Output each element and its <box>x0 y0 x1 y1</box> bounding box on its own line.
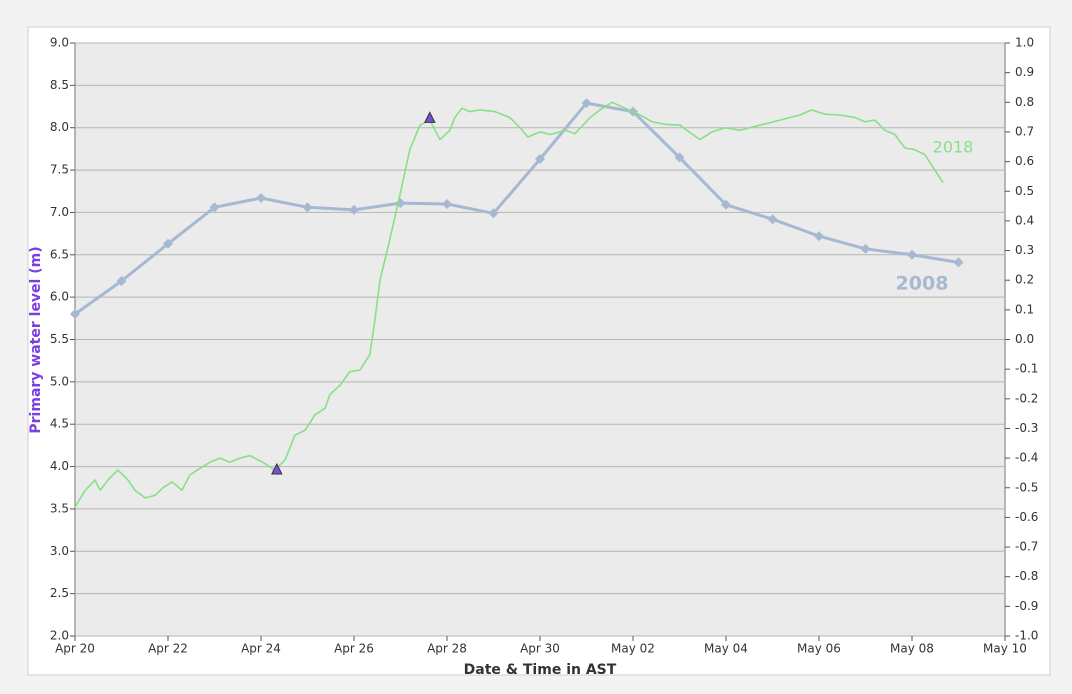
y2-tick-label: 0.0 <box>1015 332 1034 346</box>
y2-tick-label: 0.1 <box>1015 302 1034 316</box>
data-point <box>209 202 220 213</box>
y2-tick-label: -0.9 <box>1015 599 1038 613</box>
y2-tick-label: -0.7 <box>1015 540 1038 554</box>
y2-tick-label: -0.1 <box>1015 362 1038 376</box>
data-point <box>163 238 173 249</box>
event-marker <box>423 111 436 123</box>
data-point <box>860 243 871 254</box>
event-marker <box>271 462 283 475</box>
x-tick-label: May 08 <box>890 642 934 656</box>
data-point <box>256 193 266 204</box>
y2-tick-label: -0.4 <box>1015 451 1038 465</box>
y-tick-label: 5.0 <box>50 374 69 388</box>
y-tick-label: 4.0 <box>50 459 69 473</box>
y2-tick-label: 0.3 <box>1015 243 1034 257</box>
y-tick-label: 9.0 <box>50 36 69 50</box>
y2-tick-label: 0.6 <box>1015 154 1034 168</box>
x-axis-title: Date & Time in AST <box>464 662 617 678</box>
y-tick-label: 3.0 <box>50 544 69 558</box>
x-tick-label: Apr 30 <box>520 642 560 656</box>
y-axis-title: Primary water level (m) <box>28 246 44 433</box>
data-point <box>767 214 778 225</box>
y-tick-label: 4.5 <box>50 417 69 431</box>
data-point <box>488 208 499 219</box>
data-point <box>442 198 452 209</box>
data-point <box>674 152 685 163</box>
x-tick-label: Apr 20 <box>55 642 95 656</box>
y2-tick-label: 0.4 <box>1015 213 1034 227</box>
series-line <box>74 101 944 508</box>
y-tick-label: 7.5 <box>50 163 69 177</box>
series-label: 2018 <box>933 138 974 157</box>
y-tick-label: 8.0 <box>50 120 69 134</box>
y2-tick-label: -0.6 <box>1015 510 1038 524</box>
x-tick-label: Apr 26 <box>334 642 374 656</box>
data-point <box>302 202 313 213</box>
y-tick-label: 2.0 <box>50 629 69 643</box>
series-line <box>74 101 959 316</box>
y-tick-label: 2.5 <box>50 586 69 600</box>
x-tick-label: Apr 28 <box>427 642 467 656</box>
y-tick-label: 5.5 <box>50 332 69 346</box>
y2-tick-label: 0.9 <box>1015 65 1034 79</box>
y2-tick-label: -0.2 <box>1015 391 1038 405</box>
data-point <box>581 98 592 109</box>
y2-tick-label: 0.5 <box>1015 184 1034 198</box>
y2-tick-label: -0.5 <box>1015 480 1038 494</box>
x-tick-label: Apr 24 <box>241 642 281 656</box>
series-label: 2008 <box>896 273 949 295</box>
y2-tick-label: -0.3 <box>1015 421 1038 435</box>
x-tick-label: Apr 22 <box>148 642 188 656</box>
data-point <box>116 276 127 287</box>
data-point <box>953 257 964 268</box>
y-tick-label: 8.5 <box>50 78 69 92</box>
data-point <box>721 199 731 210</box>
y2-tick-label: -0.8 <box>1015 569 1038 583</box>
y-tick-label: 6.0 <box>50 290 69 304</box>
y2-tick-label: 0.8 <box>1015 95 1034 109</box>
x-tick-label: May 02 <box>611 642 655 656</box>
data-point <box>907 249 917 260</box>
data-point <box>70 309 80 320</box>
y-tick-label: 3.5 <box>50 501 69 515</box>
x-tick-label: May 06 <box>797 642 841 656</box>
x-tick-label: May 04 <box>704 642 748 656</box>
y-tick-label: 6.5 <box>50 247 69 261</box>
y2-tick-label: 0.7 <box>1015 124 1034 138</box>
y2-tick-label: -1.0 <box>1015 629 1038 643</box>
y2-tick-label: 1.0 <box>1015 36 1034 50</box>
data-point <box>535 154 545 165</box>
y2-tick-label: 0.2 <box>1015 273 1034 287</box>
data-point <box>814 231 824 242</box>
x-tick-label: May 10 <box>983 642 1027 656</box>
data-point <box>349 204 359 215</box>
y-tick-label: 7.0 <box>50 205 69 219</box>
